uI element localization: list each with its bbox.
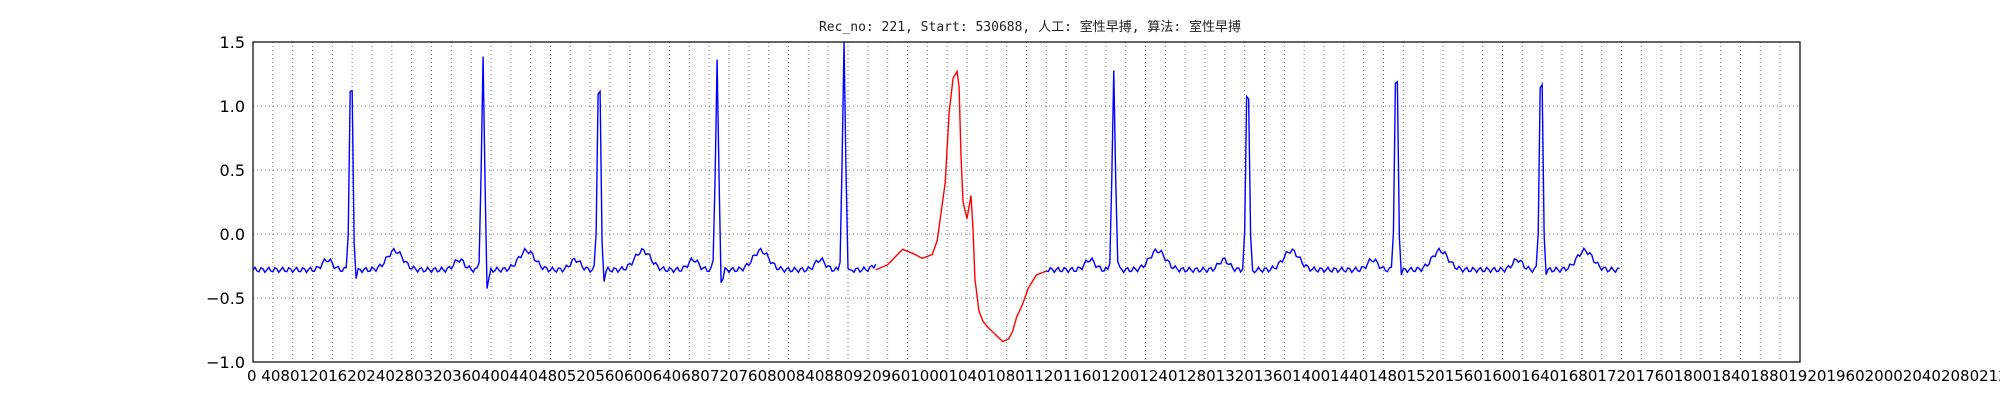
y-tick-label: 0.0 <box>220 225 245 244</box>
pvc-series-line <box>875 69 1047 343</box>
y-tick-label: 1.5 <box>220 33 245 52</box>
gridlines <box>253 42 1800 362</box>
plot-frame <box>252 41 1801 363</box>
y-tick-label: 0.5 <box>220 161 245 180</box>
y-tick-label: 1.0 <box>220 97 245 116</box>
chart-title: Rec_no: 221, Start: 530688, 人工: 室性早搏, 算法… <box>819 19 1241 35</box>
ecg-series-line <box>1046 70 1620 276</box>
y-axis-ticks: 1.5 1.0 0.5 0.0 −0.5 −1.0 <box>206 33 245 372</box>
series-layer <box>252 41 1620 343</box>
y-tick-label: −0.5 <box>206 289 245 308</box>
ecg-series-line <box>252 41 877 289</box>
x-axis-tick-labels: 0 40801201620240280320360400440480520560… <box>247 367 2000 385</box>
y-tick-label: −1.0 <box>206 353 245 372</box>
